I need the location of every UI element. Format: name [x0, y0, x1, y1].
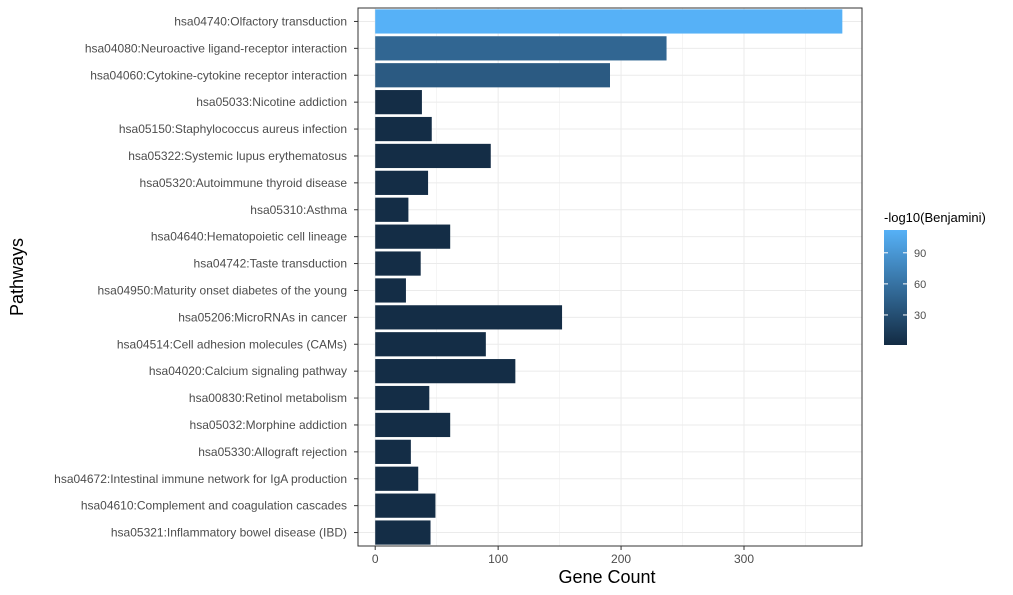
y-tick-label: hsa04950:Maturity onset diabetes of the … [97, 283, 347, 297]
legend-tick-label: 30 [914, 310, 926, 322]
x-tick-label: 200 [611, 552, 631, 566]
x-axis-ticks: 0 100 200 300 [372, 546, 754, 566]
y-tick-label: hsa04060:Cytokine-cytokine receptor inte… [90, 68, 347, 82]
grid-lines [358, 8, 862, 546]
y-tick-label: hsa04742:Taste transduction [194, 257, 347, 271]
bar [375, 466, 419, 491]
x-tick-label: 100 [488, 552, 508, 566]
bar [375, 385, 430, 411]
y-tick-label: hsa05032:Morphine addiction [190, 418, 347, 432]
bar [375, 439, 411, 464]
bar [375, 251, 421, 276]
legend-tick-label: 60 [914, 279, 926, 291]
y-axis-title: Pathways [7, 238, 27, 316]
bar [375, 412, 451, 438]
bar [375, 116, 432, 142]
bar [375, 170, 429, 195]
y-tick-label: hsa05150:Staphylococcus aureus infection [119, 122, 347, 136]
x-tick-label: 300 [734, 552, 754, 566]
y-axis-ticks: hsa04740:Olfactory transduction hsa04080:… [54, 14, 358, 540]
y-tick-label: hsa05310:Asthma [250, 203, 347, 217]
bar [375, 90, 422, 115]
bar [375, 143, 491, 169]
y-tick-label: hsa05320:Autoimmune thyroid disease [140, 176, 348, 190]
bar [375, 224, 451, 249]
legend-ticks: 30 60 90 [884, 248, 926, 322]
legend-title: -log10(Benjamini) [884, 210, 986, 225]
bar [375, 332, 486, 357]
plot-panel [358, 8, 862, 546]
y-tick-label: hsa04080:Neuroactive ligand-receptor int… [85, 41, 347, 55]
legend: -log10(Benjamini) 30 60 90 [884, 210, 986, 345]
y-tick-label: hsa05322:Systemic lupus erythematosus [128, 149, 347, 163]
y-tick-label: hsa05033:Nicotine addiction [196, 95, 347, 109]
y-tick-label: hsa04020:Calcium signaling pathway [149, 364, 347, 378]
y-tick-label: hsa05330:Allograft rejection [198, 445, 347, 459]
y-tick-label: hsa05321:Inflammatory bowel disease (IBD… [111, 526, 347, 540]
bar [375, 36, 667, 61]
bar [375, 520, 431, 545]
y-tick-label: hsa04672:Intestinal immune network for I… [54, 472, 347, 486]
legend-tick-label: 90 [914, 248, 926, 260]
bars [375, 9, 843, 545]
y-tick-label: hsa04610:Complement and coagulation casc… [81, 499, 347, 513]
y-tick-label: hsa00830:Retinol metabolism [189, 391, 347, 405]
bar [375, 359, 516, 384]
bar [375, 305, 563, 330]
y-tick-label: hsa05206:MicroRNAs in cancer [178, 310, 347, 324]
bar [375, 278, 406, 303]
x-axis-title: Gene Count [558, 567, 655, 587]
legend-colorbar [884, 230, 907, 345]
y-tick-label: hsa04514:Cell adhesion molecules (CAMs) [117, 337, 347, 351]
bar [375, 9, 843, 34]
y-tick-label: hsa04740:Olfactory transduction [174, 14, 347, 28]
x-tick-label: 0 [372, 552, 379, 566]
bar [375, 197, 409, 222]
y-tick-label: hsa04640:Hematopoietic cell lineage [151, 230, 347, 244]
plot-border [357, 7, 863, 547]
bar [375, 493, 436, 518]
bar [375, 63, 610, 88]
